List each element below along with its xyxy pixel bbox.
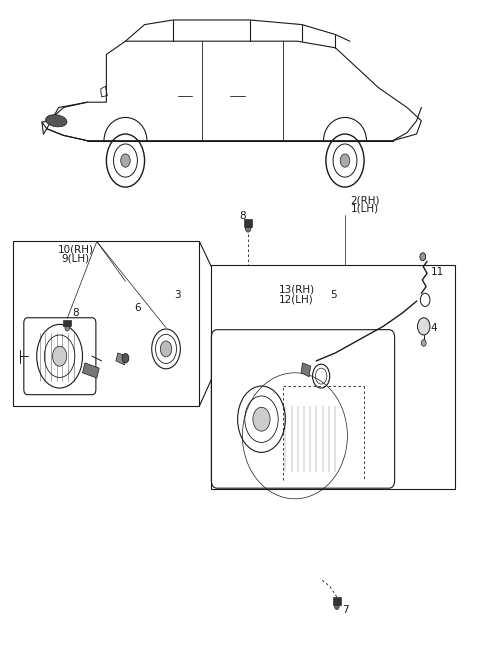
Circle shape (245, 224, 251, 232)
Ellipse shape (46, 115, 67, 127)
Text: 11: 11 (431, 267, 444, 277)
Text: 2(RH): 2(RH) (351, 195, 380, 205)
Text: 9(LH): 9(LH) (61, 253, 89, 263)
Polygon shape (116, 353, 126, 365)
Circle shape (253, 408, 270, 431)
Polygon shape (83, 363, 99, 378)
Bar (63, 320, 71, 326)
Text: 8: 8 (239, 211, 246, 221)
Polygon shape (301, 363, 311, 377)
Circle shape (65, 324, 70, 331)
Text: 1(LH): 1(LH) (351, 204, 379, 214)
Bar (13, 242, 199, 406)
Text: 4: 4 (431, 323, 437, 333)
Circle shape (122, 354, 129, 363)
Circle shape (335, 603, 339, 609)
Bar (244, 219, 252, 227)
Circle shape (160, 341, 172, 357)
Circle shape (52, 346, 67, 366)
Text: 5: 5 (331, 290, 337, 300)
Text: 6: 6 (134, 303, 141, 313)
Circle shape (340, 154, 350, 167)
Circle shape (421, 340, 426, 346)
Text: 8: 8 (72, 308, 79, 318)
Text: 7: 7 (343, 605, 349, 615)
Text: 10(RH): 10(RH) (57, 244, 93, 254)
Text: 3: 3 (174, 290, 181, 300)
Text: 12(LH): 12(LH) (279, 294, 314, 304)
Circle shape (120, 154, 130, 167)
Bar (211, 264, 455, 489)
Bar (333, 597, 341, 605)
Circle shape (418, 318, 430, 335)
Text: 13(RH): 13(RH) (279, 285, 315, 295)
Circle shape (420, 253, 426, 260)
